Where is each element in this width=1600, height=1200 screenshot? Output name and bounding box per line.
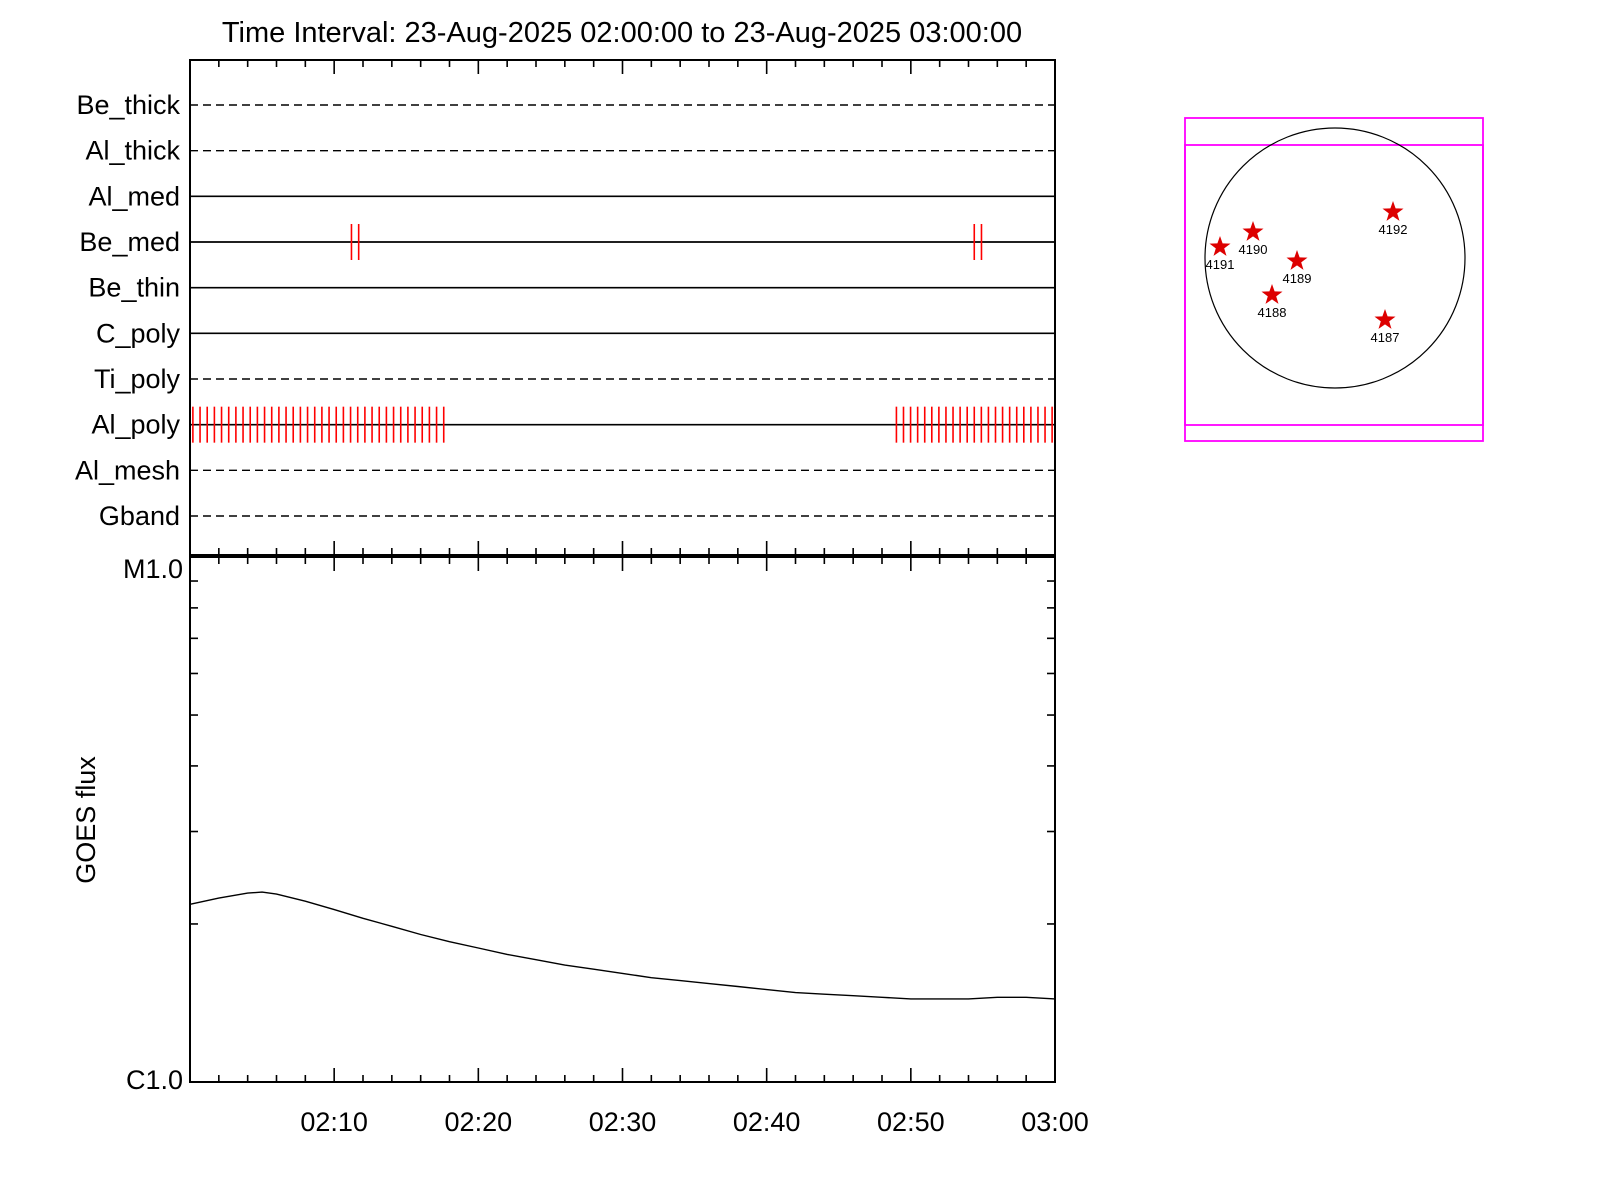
filter-label-Ti_poly: Ti_poly — [94, 364, 181, 394]
x-tick-label-02:30: 02:30 — [589, 1107, 657, 1137]
filter-label-Gband: Gband — [99, 501, 180, 531]
active-region-label-4190: 4190 — [1239, 242, 1268, 257]
solar-limb-circle — [1204, 127, 1466, 389]
x-tick-label-02:50: 02:50 — [877, 1107, 945, 1137]
goes-axis-title: GOES flux — [71, 756, 101, 884]
goes-flux-chart: 02:10 02:20 02:30 02:40 02:50 03:00 — [189, 556, 1089, 1137]
filter-label-Be_med: Be_med — [79, 227, 180, 257]
active-region-star-4187 — [1374, 309, 1396, 329]
filter-label-Be_thick: Be_thick — [76, 90, 180, 120]
x-tick-label-02:20: 02:20 — [445, 1107, 513, 1137]
filter-label-C_poly: C_poly — [96, 318, 181, 348]
filter-label-Al_poly: Al_poly — [91, 410, 180, 440]
x-tick-label-02:40: 02:40 — [733, 1107, 801, 1137]
timeline-frame — [189, 59, 1056, 556]
page-title: Time Interval: 23-Aug-2025 02:00:00 to 2… — [222, 17, 1022, 49]
filter-label-Al_mesh: Al_mesh — [75, 455, 180, 485]
active-region-label-4191: 4191 — [1206, 257, 1235, 272]
active-region-star-4188 — [1261, 284, 1283, 304]
active-region-star-4191 — [1209, 236, 1231, 256]
x-tick-label-03:00: 03:00 — [1021, 1107, 1089, 1137]
active-region-star-4189 — [1286, 250, 1308, 270]
goes-flux-curve — [189, 891, 1056, 1000]
filter-label-Al_thick: Al_thick — [85, 136, 180, 166]
goes-ymin-label: C1.0 — [126, 1065, 183, 1095]
filter-timeline-chart: Be_thick Al_thick Al_med Be_med Be_thin C_pol… — [75, 59, 1056, 556]
active-region-star-4190 — [1242, 221, 1264, 241]
solar-disk-map: 4192 4190 4191 4189 4188 4187 — [1184, 117, 1484, 442]
filter-label-Al_med: Al_med — [88, 181, 180, 211]
active-region-label-4192: 4192 — [1379, 222, 1408, 237]
goes-frame — [189, 556, 1056, 1083]
goes-ymax-label: M1.0 — [123, 554, 183, 584]
filter-label-Be_thin: Be_thin — [88, 273, 180, 303]
x-tick-label-02:10: 02:10 — [300, 1107, 368, 1137]
active-region-label-4189: 4189 — [1283, 271, 1312, 286]
active-region-star-4192 — [1382, 201, 1404, 221]
active-region-label-4187: 4187 — [1371, 330, 1400, 345]
fov-box-2 — [1184, 144, 1484, 442]
active-region-label-4188: 4188 — [1258, 305, 1287, 320]
